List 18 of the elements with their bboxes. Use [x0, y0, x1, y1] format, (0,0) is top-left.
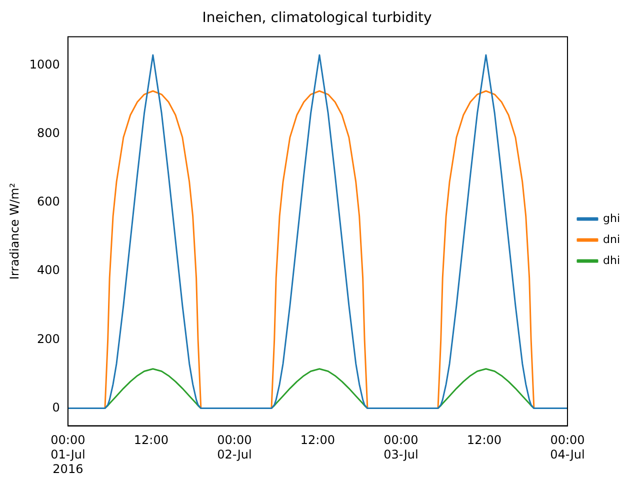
y-axis-title: Irradiance W/m² [7, 182, 22, 280]
chart-title: Ineichen, climatological turbidity [202, 10, 432, 26]
x-tick-label: 12:00 [300, 433, 336, 448]
y-tick-label: 400 [37, 263, 60, 278]
x-tick-label: 00:00 04-Jul [550, 433, 585, 462]
y-tick-label: 1000 [29, 57, 60, 72]
y-tick-label: 0 [52, 400, 60, 414]
legend-label: ghi [602, 212, 620, 225]
y-tick-label: 800 [37, 126, 60, 140]
x-tick-label: 00:00 03-Jul [384, 433, 418, 462]
x-tick-label: 00:00 02-Jul [217, 433, 252, 462]
x-tick-label: 12:00 [466, 433, 502, 448]
x-tick-label: 00:00 01-Jul 2016 [50, 433, 86, 476]
y-tick-label: 600 [37, 194, 60, 209]
y-tick-label: 200 [37, 332, 60, 346]
legend-label: dhi [602, 254, 620, 267]
legend-label: dni [602, 232, 620, 246]
x-tick-label: 12:00 [134, 433, 168, 448]
